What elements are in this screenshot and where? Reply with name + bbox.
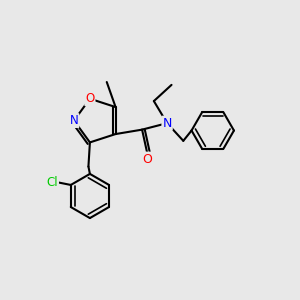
Text: Cl: Cl [46, 176, 58, 189]
Text: O: O [142, 153, 152, 166]
Text: N: N [70, 114, 78, 127]
Text: N: N [162, 117, 172, 130]
Text: O: O [85, 92, 94, 105]
